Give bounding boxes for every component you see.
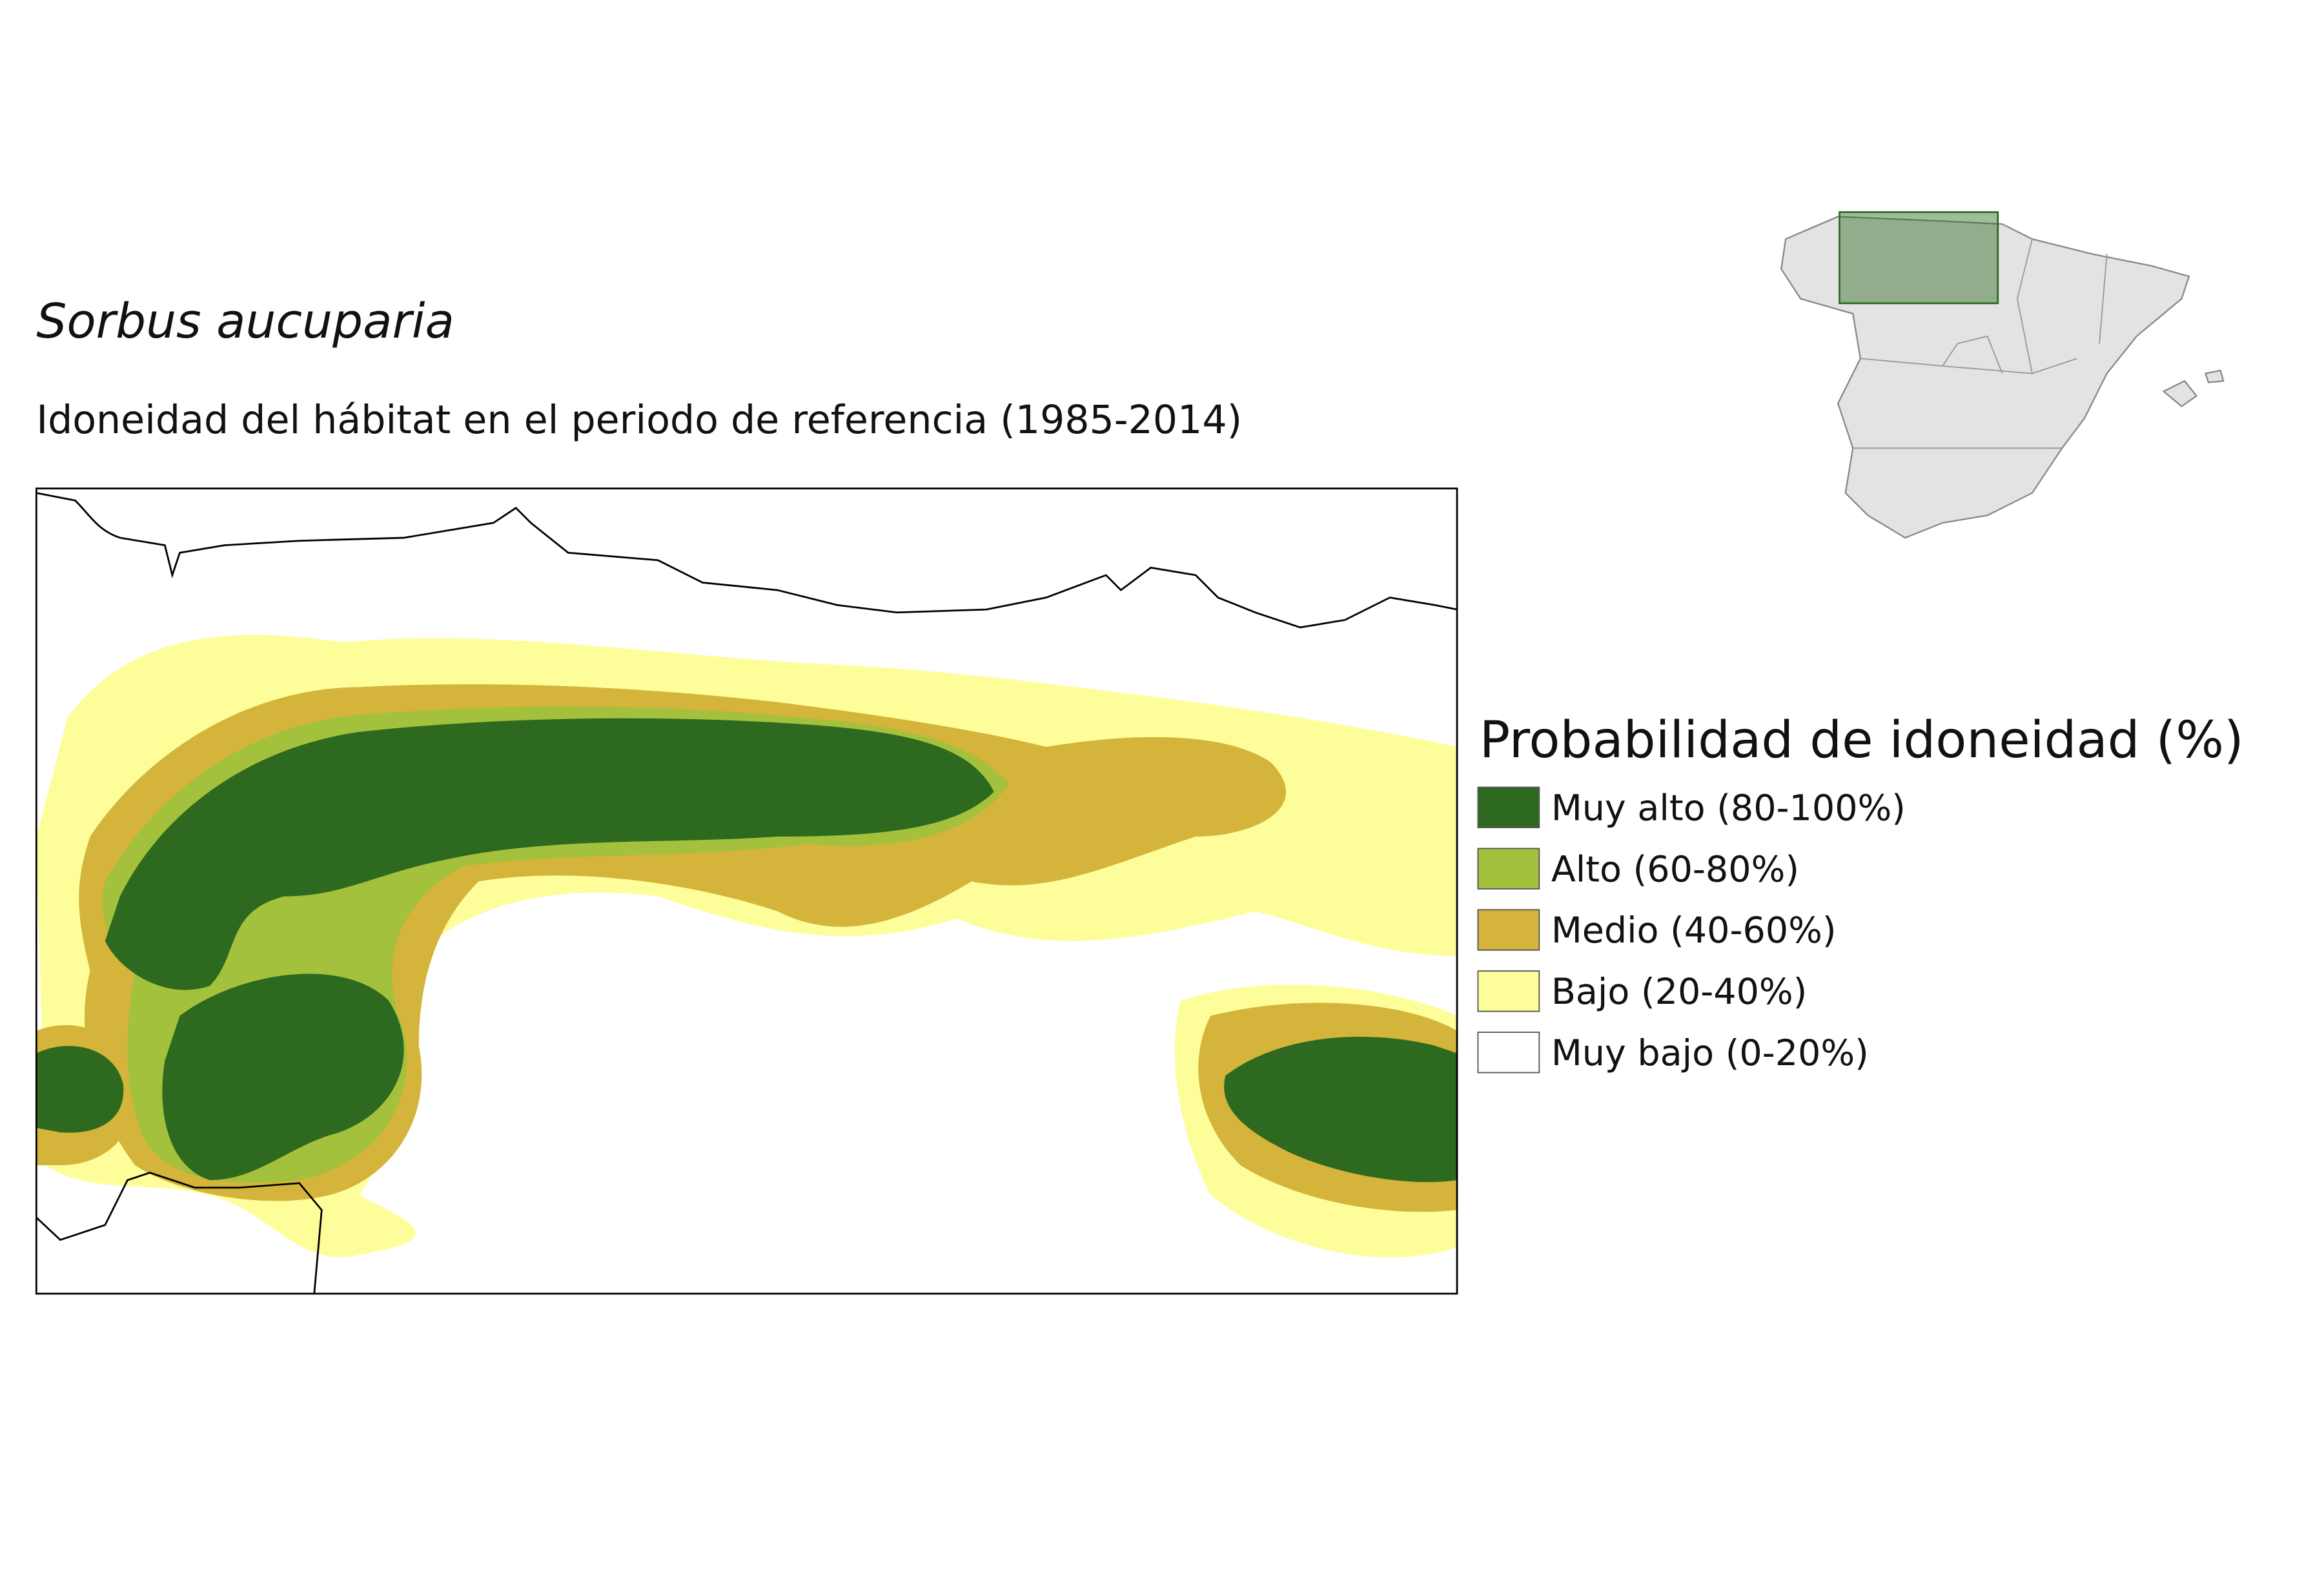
region-lines xyxy=(1853,239,2108,449)
very-high-zone xyxy=(36,1046,124,1133)
legend-swatch xyxy=(1477,1032,1540,1074)
legend-label: Bajo (20-40%) xyxy=(1551,971,1808,1013)
legend-swatch xyxy=(1477,848,1540,890)
legend-label: Muy alto (80-100%) xyxy=(1551,787,1906,829)
legend-title: Probabilidad de idoneidad (%) xyxy=(1480,710,2244,769)
islands xyxy=(2162,369,2225,407)
map-frame xyxy=(35,487,1458,1295)
very-high-zone xyxy=(162,973,404,1181)
spain-outline xyxy=(1780,216,2190,539)
species-title: Sorbus aucuparia xyxy=(36,294,454,349)
legend-swatch xyxy=(1477,970,1540,1012)
legend-label: Alto (60-80%) xyxy=(1551,848,1799,890)
legend: Probabilidad de idoneidad (%) Muy alto (… xyxy=(1477,710,2244,1074)
border-line xyxy=(36,1172,323,1294)
coastline xyxy=(36,492,1458,629)
suitability-map xyxy=(36,488,1458,1294)
legend-swatch xyxy=(1477,909,1540,951)
legend-label: Medio (40-60%) xyxy=(1551,910,1837,952)
legend-label: Muy bajo (0-20%) xyxy=(1551,1032,1869,1074)
locator-map xyxy=(1780,211,2225,539)
very-high-zone xyxy=(105,718,994,990)
very-high-zone xyxy=(1224,1037,1458,1183)
legend-swatch xyxy=(1477,786,1540,828)
subtitle: Idoneidad del hábitat en el periodo de r… xyxy=(36,398,1242,443)
study-area-box xyxy=(1839,211,1999,305)
